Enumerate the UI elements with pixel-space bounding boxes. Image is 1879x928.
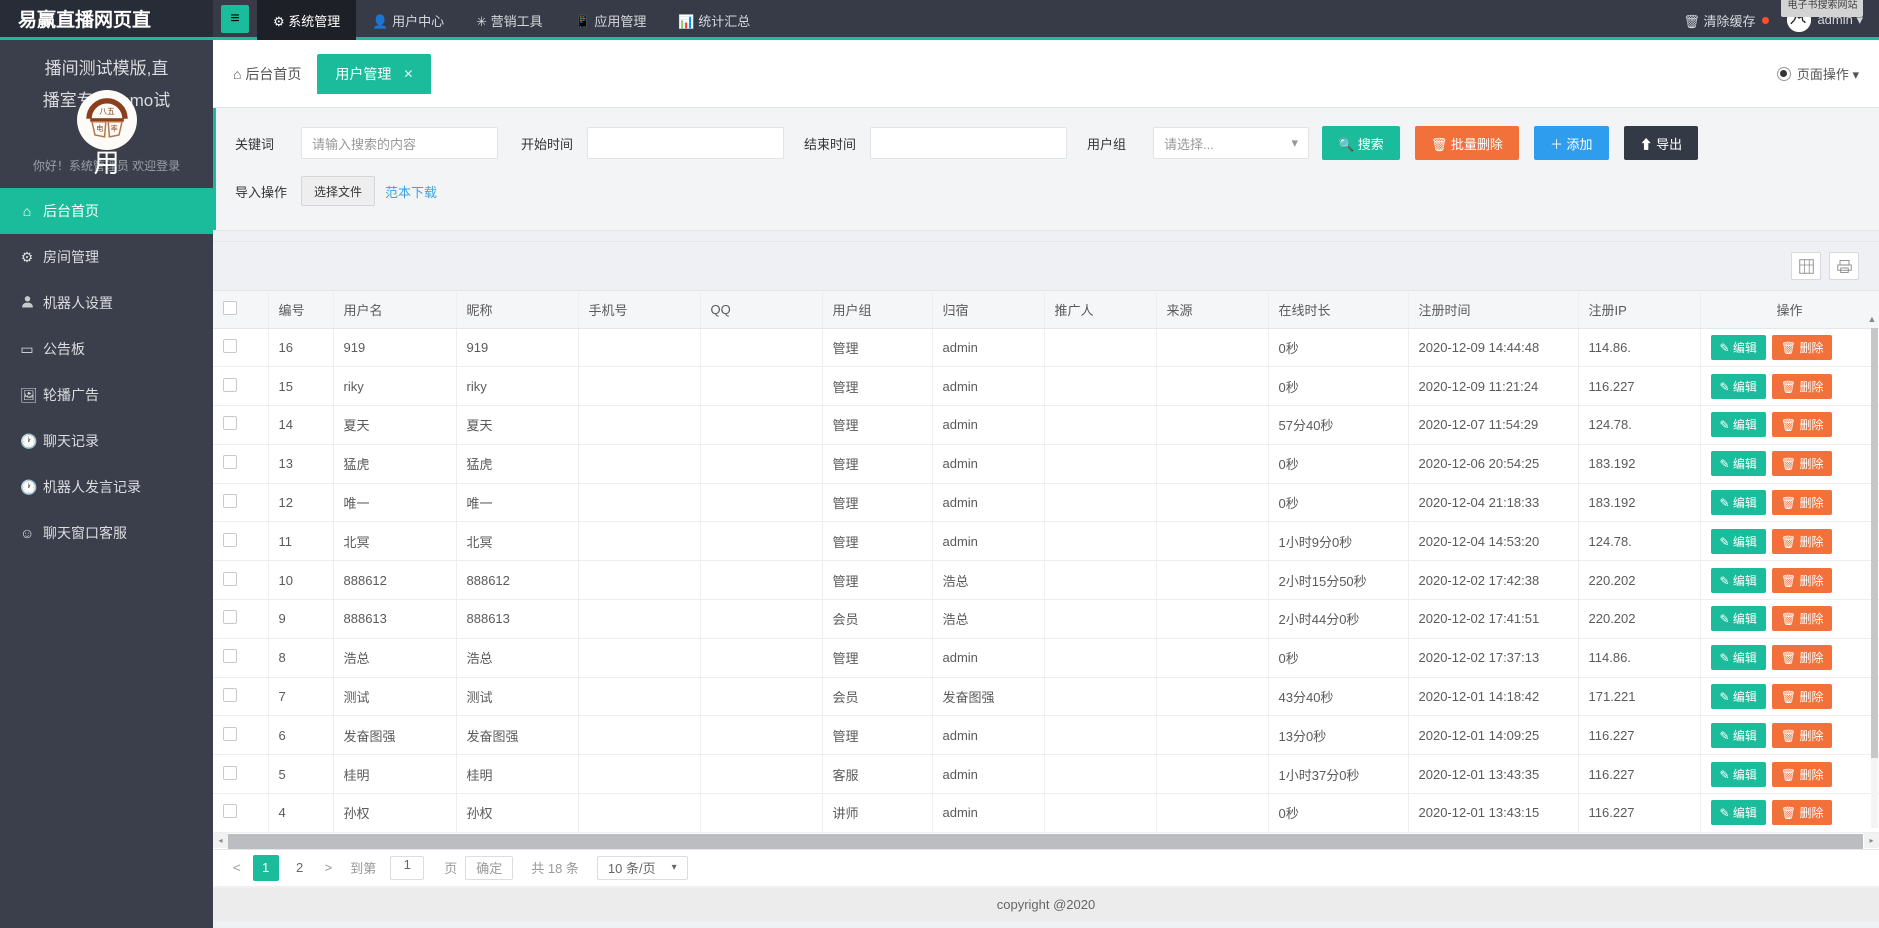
svg-text:八五: 八五	[99, 107, 115, 116]
svg-text:率: 率	[110, 124, 117, 133]
svg-text:电: 电	[96, 124, 103, 133]
